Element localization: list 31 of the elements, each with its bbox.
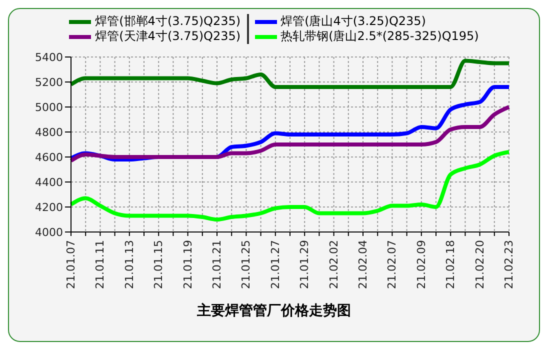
legend-label: 焊管(天津4寸(3.75)Q235): [95, 29, 241, 44]
y-tick-label: 4800: [35, 126, 63, 139]
line-series: [69, 105, 511, 163]
legend-label: 焊管(邯郸4寸(3.75)Q235): [95, 14, 241, 29]
x-tick-label: 21.02.23: [502, 240, 516, 289]
x-tick-label: 21.02.07: [386, 240, 399, 289]
x-tick-label: 21.01.11: [94, 240, 107, 289]
x-tick-label: 21.01.29: [298, 240, 312, 289]
x-tick-label: 21.01.25: [240, 240, 253, 289]
x-tick-label: 21.01.21: [210, 240, 224, 289]
y-tick-label: 5000: [35, 100, 63, 114]
x-tick-label: 21.01.07: [64, 240, 78, 289]
y-tick-label: 4200: [35, 200, 63, 214]
x-tick-label: 21.01.19: [181, 240, 194, 289]
x-tick-label: 21.02.09: [414, 240, 428, 289]
x-tick-label: 21.01.13: [122, 240, 136, 289]
x-tick-label: 21.02.20: [473, 240, 486, 289]
text: 主要焊管管厂价格走势图: [196, 302, 352, 320]
x-tick-label: 21.01.27: [268, 240, 282, 289]
line-series: [69, 150, 511, 222]
y-tick-label: 5200: [35, 76, 63, 89]
y-tick-label: 4400: [35, 176, 63, 189]
legend-label: 热轧带钢(唐山2.5*(285-325)Q195): [280, 29, 479, 44]
legend-label: 焊管(唐山4寸(3.25)Q235): [280, 14, 426, 29]
x-tick-label: 21.01.15: [152, 240, 166, 289]
x-tick-label: 21.02.18: [444, 240, 458, 289]
x-tick-label: 21.02.04: [356, 240, 370, 289]
y-tick-label: 5400: [35, 50, 63, 64]
y-tick-label: 4000: [35, 226, 63, 239]
y-tick-label: 4600: [35, 150, 63, 164]
x-tick-label: 21.02.02: [327, 240, 340, 289]
